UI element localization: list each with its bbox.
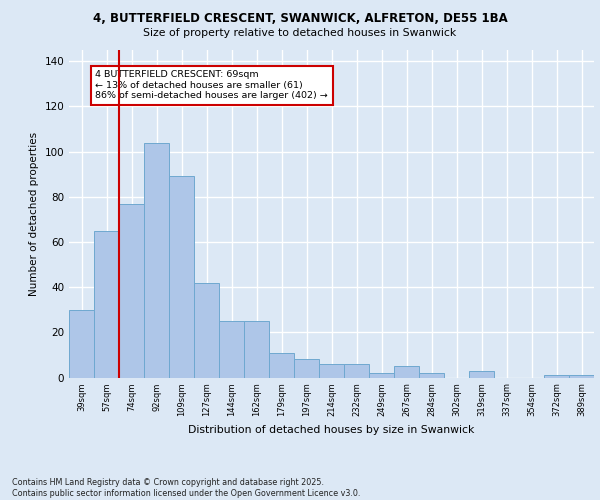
Text: Size of property relative to detached houses in Swanwick: Size of property relative to detached ho… xyxy=(143,28,457,38)
Bar xyxy=(119,204,144,378)
Text: 4 BUTTERFIELD CRESCENT: 69sqm
← 13% of detached houses are smaller (61)
86% of s: 4 BUTTERFIELD CRESCENT: 69sqm ← 13% of d… xyxy=(95,70,328,100)
Bar xyxy=(244,321,269,378)
Bar xyxy=(294,360,319,378)
Bar xyxy=(419,373,444,378)
Bar xyxy=(69,310,94,378)
Bar xyxy=(394,366,419,378)
Bar xyxy=(569,375,594,378)
Bar xyxy=(144,142,169,378)
Y-axis label: Number of detached properties: Number of detached properties xyxy=(29,132,39,296)
X-axis label: Distribution of detached houses by size in Swanwick: Distribution of detached houses by size … xyxy=(188,424,475,434)
Bar xyxy=(544,375,569,378)
Bar xyxy=(369,373,394,378)
Bar xyxy=(94,230,119,378)
Bar xyxy=(219,321,244,378)
Bar xyxy=(319,364,344,378)
Bar xyxy=(269,352,294,378)
Bar xyxy=(344,364,369,378)
Bar xyxy=(169,176,194,378)
Bar xyxy=(194,282,219,378)
Text: 4, BUTTERFIELD CRESCENT, SWANWICK, ALFRETON, DE55 1BA: 4, BUTTERFIELD CRESCENT, SWANWICK, ALFRE… xyxy=(92,12,508,26)
Text: Contains HM Land Registry data © Crown copyright and database right 2025.
Contai: Contains HM Land Registry data © Crown c… xyxy=(12,478,361,498)
Bar xyxy=(469,370,494,378)
